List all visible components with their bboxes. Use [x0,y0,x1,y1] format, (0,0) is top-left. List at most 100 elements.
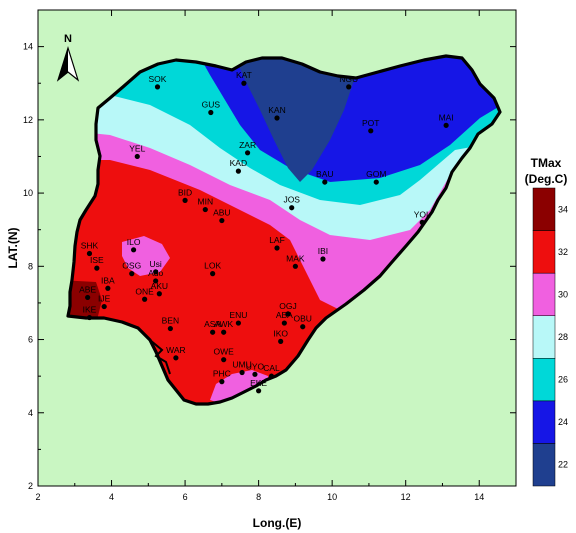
station-dot [219,217,225,224]
station-dot [154,84,161,90]
station-label: ABU [213,208,230,218]
station-dot [256,388,262,394]
station-label: AKU [151,281,168,291]
station-dot [235,168,241,174]
station-dot [131,247,137,253]
y-tick-label: 10 [23,188,33,198]
legend-level-label: 30 [558,289,568,299]
station-dot [134,153,140,160]
station-label: SOK [149,74,167,84]
station-dot [105,285,111,291]
station-label: Ado [148,268,163,278]
north-arrow-label: N [64,33,72,45]
x-tick-label: 4 [109,492,114,502]
stations: SOK KAT NGU GUS KAN POT MAI YEL ZAR KAD BAU GOM BID M… [79,70,454,394]
station-label: BID [178,187,192,197]
station-dot [129,271,135,277]
niger-delta-coast [149,339,171,375]
x-tick-label: 10 [327,492,337,502]
station-label: IJE [98,294,111,304]
x-tick-label: 2 [35,492,40,502]
station-dot [101,303,107,310]
station-label: MAI [439,112,454,122]
legend-level-label: 22 [558,460,568,470]
station-dot [281,320,287,326]
station-dot [346,84,352,90]
station-dot [153,278,159,284]
station-dot [173,355,179,361]
station-label: NGU [339,74,358,84]
station-label: PHC [213,369,231,379]
north-arrow-half-fill [58,48,68,80]
station-dot [278,338,284,344]
station-dot [235,320,241,326]
station-dot [292,263,298,269]
x-tick-label: 14 [474,492,484,502]
legend-level-label: 24 [558,417,568,427]
station-dot [85,294,91,301]
station-dot [322,179,328,185]
station-dot [373,179,379,185]
station-label: KAD [230,158,247,168]
station-label: UYO [246,361,265,371]
station-dot [320,256,326,262]
station-dot [167,325,173,332]
station-dot [285,311,291,317]
station-label: BEN [162,316,179,326]
station-label: GOM [366,169,386,179]
station-label: YOL [414,209,431,219]
legend-swatch [532,400,556,444]
station-dot [274,245,280,251]
station-label: ENU [229,310,247,320]
station-label: LAF [269,235,285,245]
station-label: LOK [204,261,221,271]
station-dot [221,329,227,335]
station-dot [289,205,295,211]
station-label: IBI [318,246,328,256]
station-dot [419,219,425,225]
station-dot [443,122,449,128]
station-dot [202,206,208,213]
legend-level-label: 32 [558,247,568,257]
station-dot [221,357,227,363]
y-tick-label: 14 [23,42,33,52]
station-dot [142,296,148,302]
station-dot [153,269,159,275]
station-dot [86,250,93,257]
north-arrow: N [56,33,80,82]
station-label: OWE [214,347,235,357]
station-dot [210,329,216,335]
color-legend: TMax (Deg.C) 22 24 26 28 30 32 34 [525,156,568,487]
station-label: WAR [166,345,186,355]
station-label: IKO [273,328,288,338]
station-label: AWK [214,319,233,329]
band-22-24 [232,56,362,182]
station-label: CAL [263,363,280,373]
station-label: SHK [81,240,99,250]
y-axis-title: LAT.(N) [6,227,20,268]
x-tick-label: 12 [401,492,411,502]
y-tick-label: 6 [28,335,33,345]
station-label: EKE [250,378,267,388]
x-tick-label: 6 [183,492,188,502]
station-dot [268,373,275,379]
station-dot [252,371,258,377]
legend-swatch [532,272,556,316]
station-label: BAU [316,169,333,179]
legend-title-line1: TMax [531,156,562,170]
station-label: KAN [268,105,285,115]
legend-swatch [532,358,556,402]
station-label: POT [362,118,379,128]
station-label: MIN [198,197,214,207]
station-label: GUS [202,100,221,110]
legend-swatch [532,230,556,274]
station-label: Usi [150,259,162,269]
station-dot [86,314,93,321]
station-dot [239,369,245,376]
y-tick-label: 2 [28,481,33,491]
legend-level-label: 28 [558,332,568,342]
station-label: OGJ [279,301,296,311]
station-dot [368,128,374,134]
station-label: YEL [129,143,145,153]
y-tick-label: 12 [23,115,33,125]
